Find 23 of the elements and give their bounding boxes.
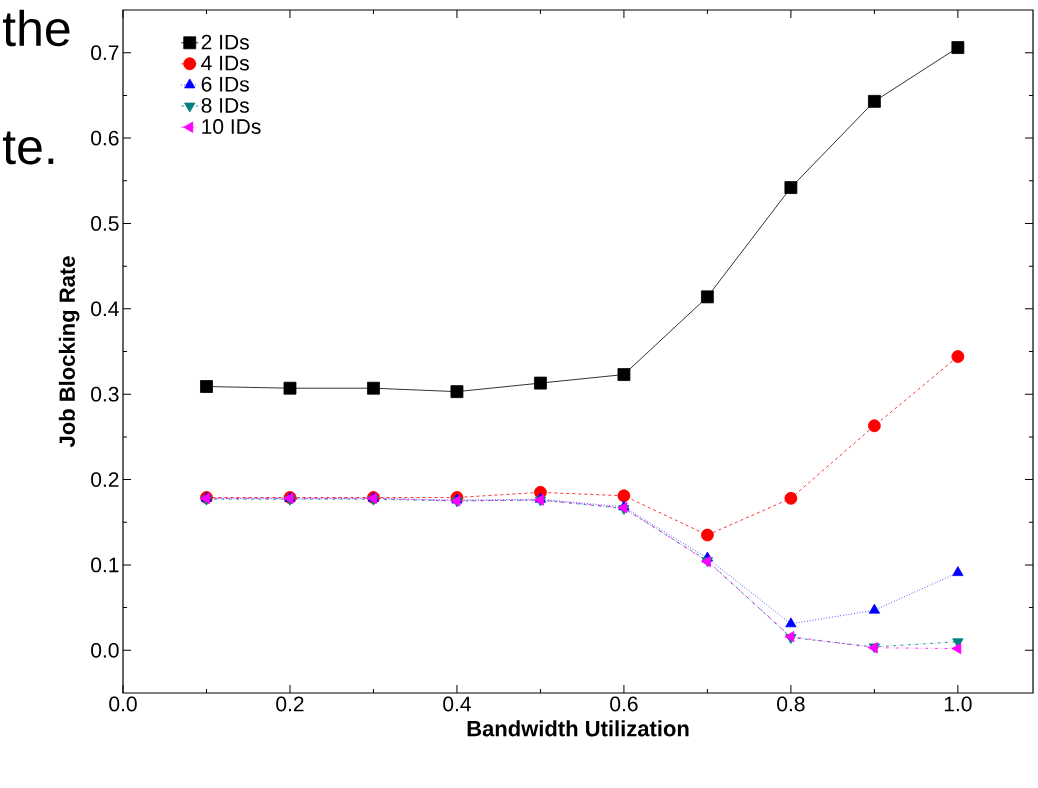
legend-label: 6 IDs bbox=[201, 76, 249, 92]
y-tick-label: 0.6 bbox=[91, 130, 119, 146]
x-tick-label: 1.0 bbox=[944, 696, 972, 712]
x-axis-title: Bandwidth Utilization bbox=[467, 720, 689, 737]
x-tick-label: 0.2 bbox=[276, 696, 304, 712]
legend-label: 10 IDs bbox=[202, 119, 261, 134]
y-tick-label: 0.2 bbox=[91, 472, 119, 487]
y-axis-title: Job Blocking Rate bbox=[58, 256, 80, 448]
y-tick-label: 0.4 bbox=[91, 301, 119, 317]
x-tick-label: 0.6 bbox=[610, 696, 638, 712]
legend-label: 2 IDs bbox=[201, 34, 249, 50]
x-tick-label: 0.8 bbox=[777, 696, 805, 712]
y-tick-label: 0.0 bbox=[91, 642, 119, 658]
y-tick-label: 0.1 bbox=[91, 557, 119, 573]
y-tick-label: 0.3 bbox=[91, 386, 119, 402]
y-tick-label: 0.5 bbox=[91, 216, 119, 231]
x-tick-label: 0.4 bbox=[443, 696, 471, 712]
legend-label: 8 IDs bbox=[201, 97, 249, 113]
legend-label: 4 IDs bbox=[201, 55, 249, 71]
x-tick-label: 0.0 bbox=[109, 696, 137, 712]
text: the bbox=[2, 9, 70, 47]
y-tick-label: 0.7 bbox=[91, 45, 119, 61]
text: te. bbox=[2, 131, 54, 165]
